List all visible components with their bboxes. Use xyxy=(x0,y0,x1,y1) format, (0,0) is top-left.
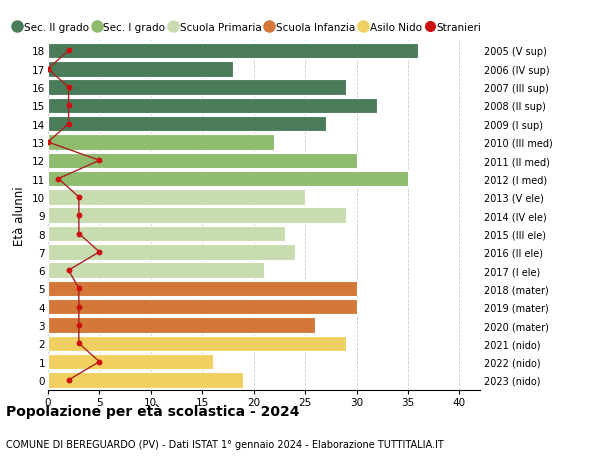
Point xyxy=(64,84,73,91)
Bar xyxy=(48,117,326,132)
Point xyxy=(64,376,73,384)
Point xyxy=(95,358,104,365)
Point xyxy=(64,48,73,55)
Bar xyxy=(48,172,408,187)
Point xyxy=(95,157,104,165)
Point xyxy=(43,139,53,146)
Bar xyxy=(48,336,346,351)
Point xyxy=(64,102,73,110)
Bar xyxy=(48,44,418,59)
Legend: Sec. II grado, Sec. I grado, Scuola Primaria, Scuola Infanzia, Asilo Nido, Stran: Sec. II grado, Sec. I grado, Scuola Prim… xyxy=(14,22,481,33)
Point xyxy=(95,249,104,256)
Point xyxy=(64,121,73,128)
Point xyxy=(74,212,83,219)
Bar xyxy=(48,299,356,315)
Bar xyxy=(48,208,346,224)
Bar xyxy=(48,190,305,205)
Bar xyxy=(48,153,356,169)
Bar xyxy=(48,318,316,333)
Point xyxy=(74,230,83,238)
Bar xyxy=(48,354,212,369)
Y-axis label: Età alunni: Età alunni xyxy=(13,186,26,246)
Bar xyxy=(48,98,377,114)
Bar xyxy=(48,80,346,95)
Bar xyxy=(48,281,356,297)
Bar xyxy=(48,372,244,388)
Point xyxy=(43,66,53,73)
Bar xyxy=(48,135,274,151)
Point xyxy=(74,340,83,347)
Bar xyxy=(48,226,284,242)
Text: COMUNE DI BEREGUARDO (PV) - Dati ISTAT 1° gennaio 2024 - Elaborazione TUTTITALIA: COMUNE DI BEREGUARDO (PV) - Dati ISTAT 1… xyxy=(6,440,444,449)
Point xyxy=(74,285,83,292)
Point xyxy=(53,175,63,183)
Point xyxy=(74,322,83,329)
Bar xyxy=(48,62,233,78)
Bar xyxy=(48,263,264,278)
Point xyxy=(64,267,73,274)
Point xyxy=(74,303,83,311)
Point xyxy=(74,194,83,201)
Bar xyxy=(48,245,295,260)
Text: Popolazione per età scolastica - 2024: Popolazione per età scolastica - 2024 xyxy=(6,404,299,419)
